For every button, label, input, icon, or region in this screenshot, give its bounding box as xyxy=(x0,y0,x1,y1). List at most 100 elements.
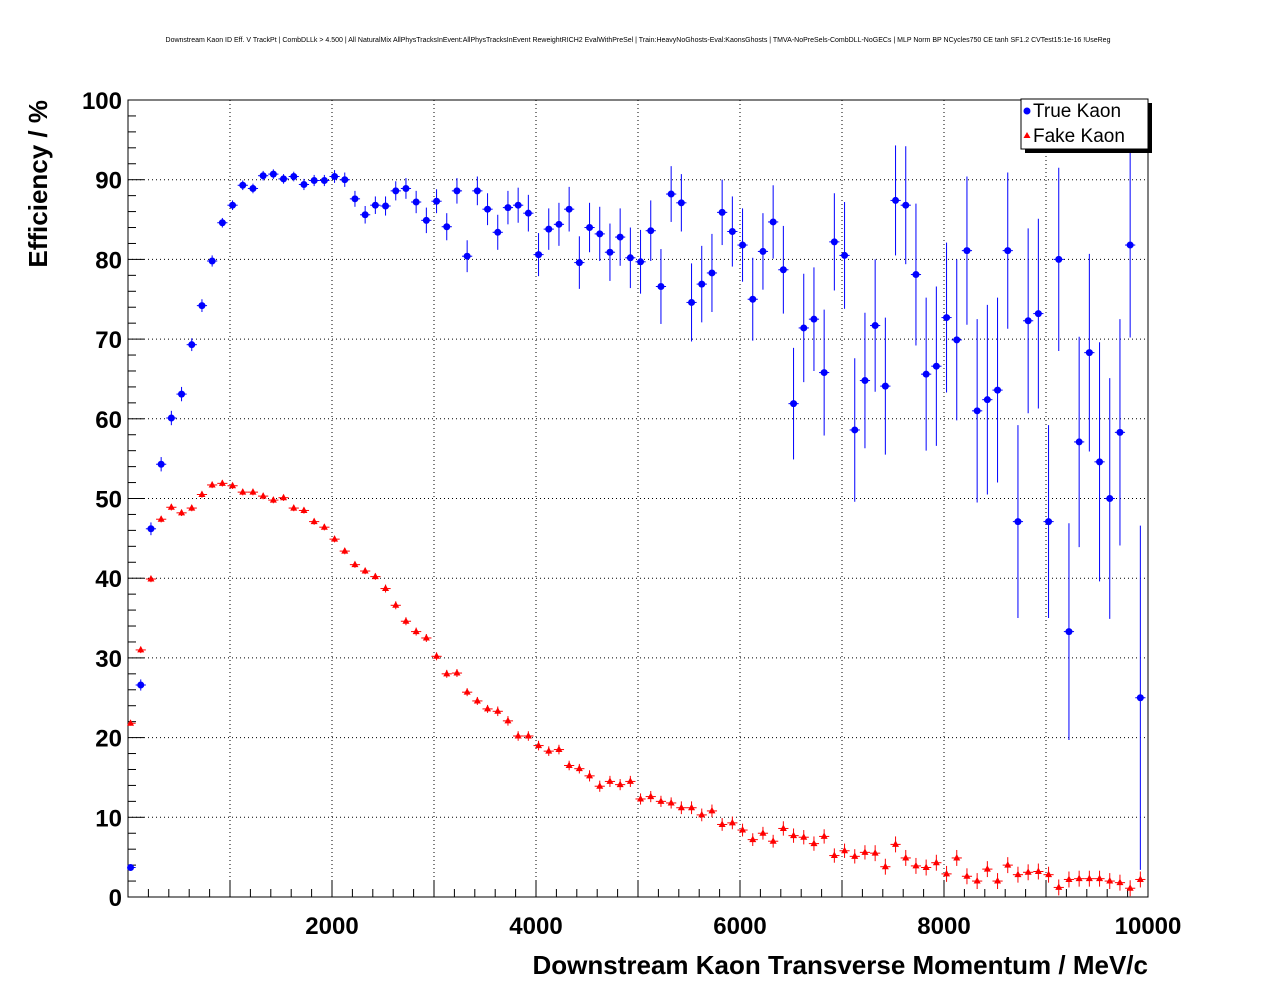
data-point xyxy=(422,633,430,641)
x-tick-label: 8000 xyxy=(917,913,970,940)
data-point xyxy=(871,322,879,330)
data-point xyxy=(218,219,226,227)
data-point xyxy=(239,181,247,189)
series-layer xyxy=(127,145,1146,897)
data-point xyxy=(473,696,481,704)
data-point xyxy=(127,719,135,726)
data-point xyxy=(137,645,145,653)
data-point xyxy=(1106,877,1114,884)
data-point xyxy=(1075,874,1083,882)
y-tick-label: 50 xyxy=(95,487,122,514)
data-point xyxy=(310,176,318,184)
grid xyxy=(128,100,1148,897)
data-point xyxy=(249,184,257,192)
data-point xyxy=(606,248,614,256)
data-point xyxy=(953,336,961,344)
data-point xyxy=(535,251,543,259)
data-point xyxy=(504,204,512,212)
data-point xyxy=(1004,861,1012,868)
data-point xyxy=(1055,883,1063,890)
data-point xyxy=(1136,875,1144,882)
data-point xyxy=(208,257,216,265)
data-point xyxy=(606,777,614,784)
data-point xyxy=(871,849,879,856)
data-point xyxy=(698,810,706,818)
data-point xyxy=(310,517,318,525)
data-point xyxy=(494,228,502,236)
data-point xyxy=(412,627,420,635)
data-point xyxy=(973,877,981,884)
data-point xyxy=(157,460,165,468)
data-point xyxy=(626,777,634,784)
y-axis-label: Efficiency / % xyxy=(23,100,53,268)
data-point xyxy=(1085,349,1093,357)
data-point xyxy=(412,198,420,206)
data-point xyxy=(1034,867,1042,874)
data-point xyxy=(453,187,461,195)
data-point xyxy=(922,863,930,871)
data-point xyxy=(810,315,818,323)
data-point xyxy=(565,205,573,213)
data-point xyxy=(851,426,859,434)
data-point xyxy=(484,205,492,213)
data-point xyxy=(708,806,716,814)
data-point xyxy=(1136,694,1144,702)
x-tick-label: 4000 xyxy=(509,913,562,940)
data-point xyxy=(545,747,553,754)
data-point xyxy=(677,803,685,811)
data-point xyxy=(1014,518,1022,526)
data-point xyxy=(881,862,889,870)
data-point xyxy=(932,362,940,370)
data-point xyxy=(596,230,604,238)
data-point xyxy=(667,798,675,806)
data-point xyxy=(371,572,379,580)
data-point xyxy=(382,202,390,210)
data-point xyxy=(167,414,175,422)
data-point xyxy=(392,187,400,195)
data-point xyxy=(983,865,991,872)
legend-marker-fake-kaon xyxy=(1023,132,1031,138)
data-point xyxy=(259,492,267,499)
legend-box xyxy=(1020,98,1149,150)
data-point xyxy=(688,298,696,306)
legend-label-true-kaon: True Kaon xyxy=(1033,101,1121,122)
data-point xyxy=(943,869,951,877)
data-point xyxy=(575,259,583,267)
data-point xyxy=(382,584,390,592)
data-point xyxy=(586,771,594,779)
data-point xyxy=(565,761,573,768)
data-point xyxy=(1045,518,1053,526)
data-point xyxy=(188,504,196,511)
data-point xyxy=(1096,874,1104,882)
data-point xyxy=(718,820,726,827)
data-point xyxy=(514,732,522,739)
data-point xyxy=(718,208,726,216)
data-point xyxy=(810,839,818,847)
data-point xyxy=(484,704,492,712)
legend: True Kaon Fake Kaon xyxy=(1020,98,1152,153)
data-point xyxy=(688,803,696,811)
data-point xyxy=(790,831,798,839)
data-point xyxy=(524,732,532,739)
data-point xyxy=(1024,868,1032,875)
x-tick-label: 10000 xyxy=(1115,913,1182,940)
data-point xyxy=(708,269,716,277)
data-point xyxy=(902,201,910,209)
data-point xyxy=(1065,875,1073,882)
data-point xyxy=(249,488,257,495)
y-tick-label: 80 xyxy=(95,247,122,274)
data-point xyxy=(402,617,410,624)
data-point xyxy=(1004,247,1012,255)
data-point xyxy=(769,837,777,844)
data-point xyxy=(800,324,808,332)
data-point xyxy=(371,201,379,209)
data-point xyxy=(188,341,196,349)
series-fake-kaon xyxy=(127,479,1146,897)
data-point xyxy=(749,295,757,303)
data-point xyxy=(892,840,900,847)
data-point xyxy=(269,170,277,178)
data-point xyxy=(127,864,135,872)
data-point xyxy=(830,851,838,859)
data-point xyxy=(351,195,359,203)
data-point xyxy=(657,282,665,290)
